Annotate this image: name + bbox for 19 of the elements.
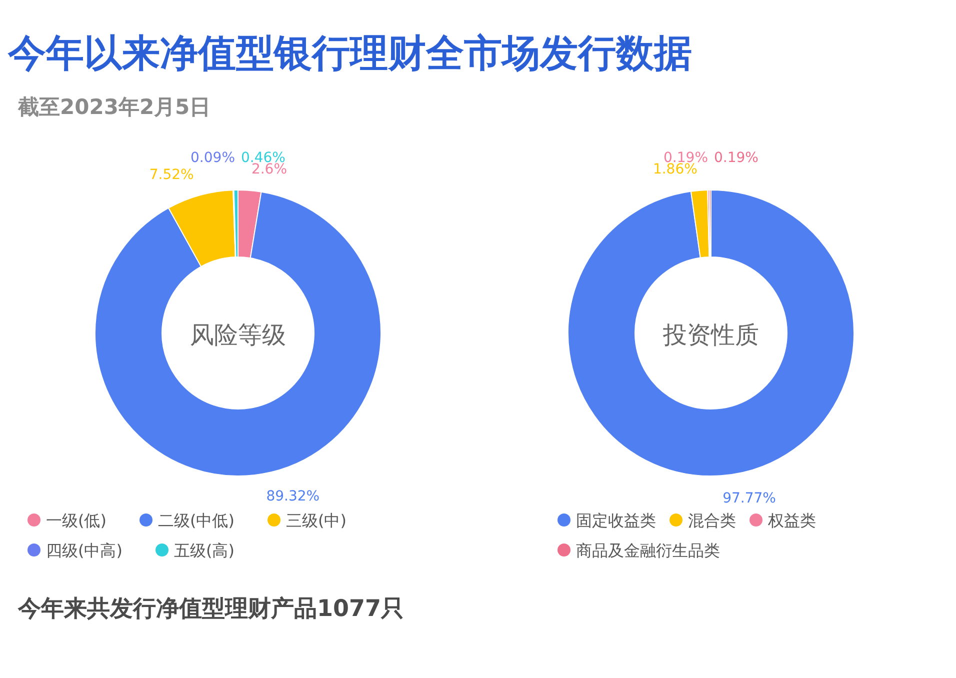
- data-label: 89.32%: [266, 488, 320, 505]
- legend-label: 四级(中高): [46, 541, 122, 560]
- text: 今年来共发行净值型理财产品1077只: [17, 596, 404, 622]
- text: 今年以来净值型银行理财全市场发行数据: [7, 31, 692, 75]
- legend-label: 一级(低): [46, 511, 106, 530]
- data-label: 0.19%: [714, 150, 758, 166]
- text: 截至2023年2月5日: [17, 95, 211, 119]
- text: 风险等级: [190, 321, 286, 349]
- data-label: 0.09%: [190, 150, 235, 166]
- data-label: 7.52%: [149, 167, 194, 184]
- legend-label: 混合类: [688, 511, 736, 530]
- legend-label: 商品及金融衍生品类: [576, 541, 720, 560]
- legend-label: 三级(中): [286, 511, 346, 530]
- data-label: 97.77%: [722, 490, 776, 507]
- legend-label: 二级(中低): [158, 511, 234, 530]
- legend-label: 五级(高): [174, 541, 234, 560]
- text: 投资性质: [662, 321, 759, 349]
- legend-label: 权益类: [767, 511, 816, 530]
- legend-label: 固定收益类: [576, 511, 656, 530]
